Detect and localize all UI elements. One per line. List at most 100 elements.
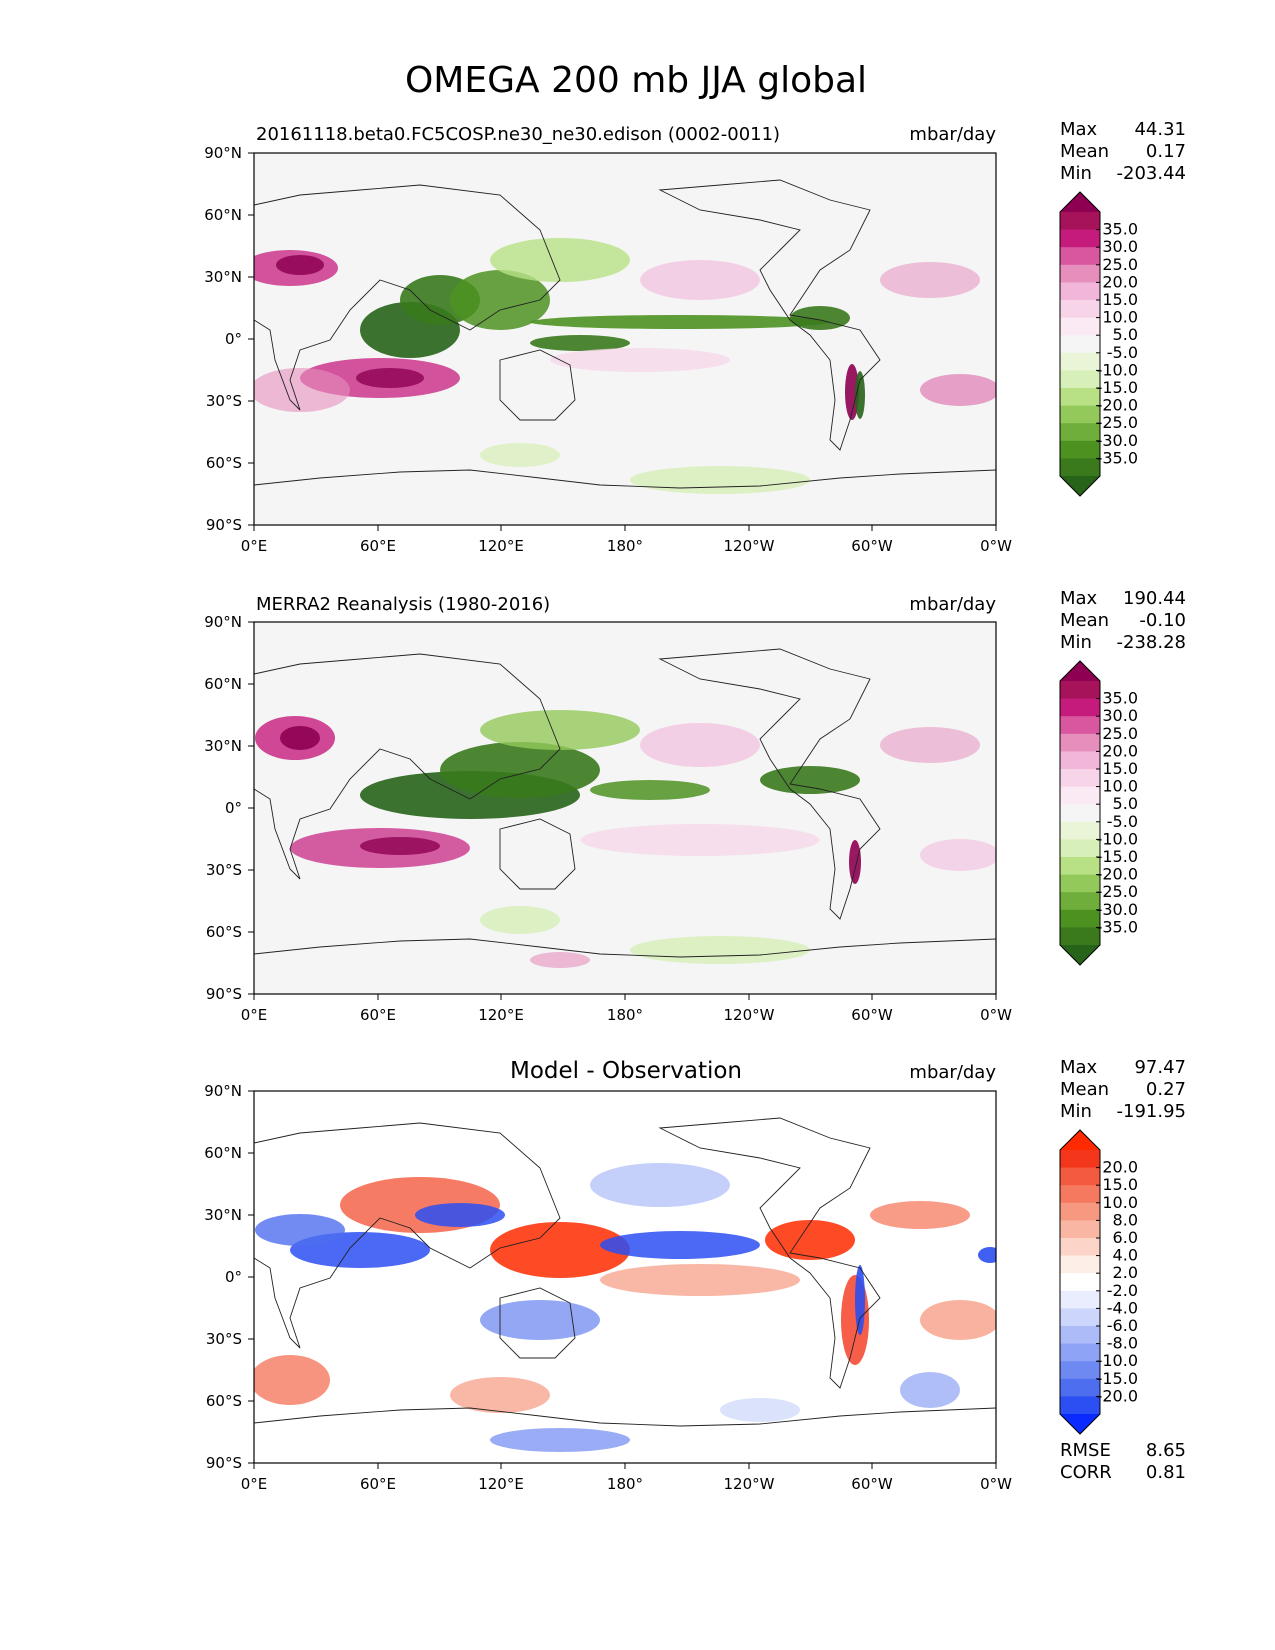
field-blob (720, 1398, 800, 1422)
lon-tick-label: 120°W (724, 537, 775, 555)
coastlines (254, 179, 996, 489)
colorbar-level-label: 10.0 (1102, 308, 1138, 327)
stats-box: Max 97.47 Mean 0.27 Min -191.95 (1060, 1057, 1186, 1122)
colorbar-level-label: -5.0 (1107, 343, 1138, 362)
colorbar-level-label: 4.0 (1113, 1246, 1138, 1265)
panel-observation: MERRA2 Reanalysis (1980-2016) mbar/day 9… (204, 588, 1186, 1024)
colorbar-level-label: 15.0 (1102, 759, 1138, 778)
panel-model: 20161118.beta0.FC5COSP.ne30_ne30.edison … (204, 119, 1186, 555)
colorbar-swatch (1060, 681, 1100, 700)
colorbar-level-label: -2.0 (1107, 1281, 1138, 1300)
lat-tick-label: 60°S (206, 454, 242, 472)
lat-tick-label: 30°N (204, 737, 242, 755)
field-blob (760, 766, 860, 794)
stat-label: Max (1060, 119, 1098, 140)
stat-value: 0.27 (1146, 1079, 1186, 1100)
stat-label: Min (1060, 1101, 1092, 1122)
colorbar-swatch (1060, 1396, 1100, 1415)
colorbar-level-label: -25.0 (1097, 882, 1138, 901)
colorbar-swatch (1060, 423, 1100, 442)
colorbar-swatch (1060, 927, 1100, 946)
colorbar-level-label: -6.0 (1107, 1316, 1138, 1335)
lat-tick-label: 90°S (206, 516, 242, 534)
colorbar-swatch (1060, 388, 1100, 407)
stat-value: 97.47 (1134, 1057, 1186, 1078)
lat-tick-label: 60°N (204, 206, 242, 224)
colorbar-level-label: 35.0 (1102, 220, 1138, 239)
field-blob (490, 1222, 630, 1278)
lat-tick-label: 90°N (204, 613, 242, 631)
field-blob (920, 1300, 996, 1340)
lon-tick-label: 60°E (360, 1475, 396, 1493)
map-background (254, 622, 996, 994)
lon-tick-label: 0°W (980, 1475, 1012, 1493)
lon-tick-label: 180° (607, 1475, 643, 1493)
colorbar-swatch (1060, 352, 1100, 371)
colorbar-level-label: -15.0 (1097, 378, 1138, 397)
stats-box: Max 190.44 Mean -0.10 Min -238.28 (1060, 588, 1186, 653)
colorbar-level-label: 10.0 (1102, 1193, 1138, 1212)
stat-value: -191.95 (1117, 1101, 1186, 1122)
lat-tick-label: 0° (225, 1268, 242, 1286)
lon-tick-label: 120°E (478, 537, 524, 555)
colorbar-swatch (1060, 1202, 1100, 1221)
lon-tick-label: 180° (607, 1006, 643, 1024)
field-blobs (254, 238, 996, 494)
field-blob (590, 780, 710, 800)
field-blob (900, 1372, 960, 1408)
panel-title: Model - Observation (510, 1058, 742, 1084)
lon-tick-label: 0°E (241, 1006, 268, 1024)
lon-ticks: 0°E 60°E 120°E 180° 120°W 60°W 0°W (241, 1463, 1012, 1493)
lon-tick-label: 60°W (851, 1475, 893, 1493)
stat-value: 0.17 (1146, 141, 1186, 162)
error-stats: RMSE 8.65 CORR 0.81 (1060, 1440, 1186, 1483)
colorbar-swatch (1060, 1378, 1100, 1397)
colorbar-swatch (1060, 1167, 1100, 1186)
colorbar-swatch (1060, 1273, 1100, 1292)
lat-ticks: 90°N 60°N 30°N 0° 30°S 60°S 90°S (204, 1082, 254, 1472)
lat-tick-label: 60°S (206, 923, 242, 941)
field-blob (360, 837, 440, 855)
lon-tick-label: 0°W (980, 537, 1012, 555)
colorbar-swatch (1060, 892, 1100, 911)
colorbar-level-label: 8.0 (1113, 1210, 1138, 1229)
lat-tick-label: 30°N (204, 268, 242, 286)
stat-label: Max (1060, 588, 1098, 609)
colorbar-swatch (1060, 821, 1100, 840)
colorbar-extend-min (1060, 1414, 1100, 1434)
colorbar-extend-max (1060, 661, 1100, 681)
field-blob (855, 371, 865, 419)
colorbar-level-label: -20.0 (1097, 865, 1138, 884)
panel-units: mbar/day (909, 124, 996, 145)
field-blob (440, 742, 600, 798)
lat-tick-label: 30°S (206, 1330, 242, 1348)
colorbar-swatch (1060, 786, 1100, 805)
field-blob (480, 906, 560, 934)
colorbar-level-label: 15.0 (1102, 1175, 1138, 1194)
colorbar-swatch (1060, 1343, 1100, 1362)
colorbar-swatch (1060, 874, 1100, 893)
colorbar-level-label: -20.0 (1097, 1386, 1138, 1405)
colorbar-level-label: 5.0 (1113, 325, 1138, 344)
coastlines (254, 1117, 996, 1427)
colorbar-extend-min (1060, 476, 1100, 496)
field-blob (880, 262, 980, 298)
lon-tick-label: 0°E (241, 1475, 268, 1493)
lat-tick-label: 0° (225, 330, 242, 348)
field-blob (450, 1377, 550, 1413)
field-blob (630, 936, 810, 964)
colorbar-swatch (1060, 1255, 1100, 1274)
colorbar-swatch (1060, 1326, 1100, 1345)
field-blob (280, 726, 320, 750)
colorbar-extend-min (1060, 945, 1100, 965)
lon-tick-label: 60°E (360, 537, 396, 555)
colorbar-swatch (1060, 317, 1100, 336)
lon-tick-label: 0°E (241, 537, 268, 555)
panel-difference: Model - Observation mbar/day 90°N 60°N 3… (204, 1057, 1186, 1493)
field-blob (630, 466, 810, 494)
colorbar-swatch (1060, 1220, 1100, 1239)
stat-value: -203.44 (1117, 163, 1186, 184)
lat-tick-label: 60°S (206, 1392, 242, 1410)
panel-units: mbar/day (909, 594, 996, 615)
colorbar-level-label: 20.0 (1102, 741, 1138, 760)
